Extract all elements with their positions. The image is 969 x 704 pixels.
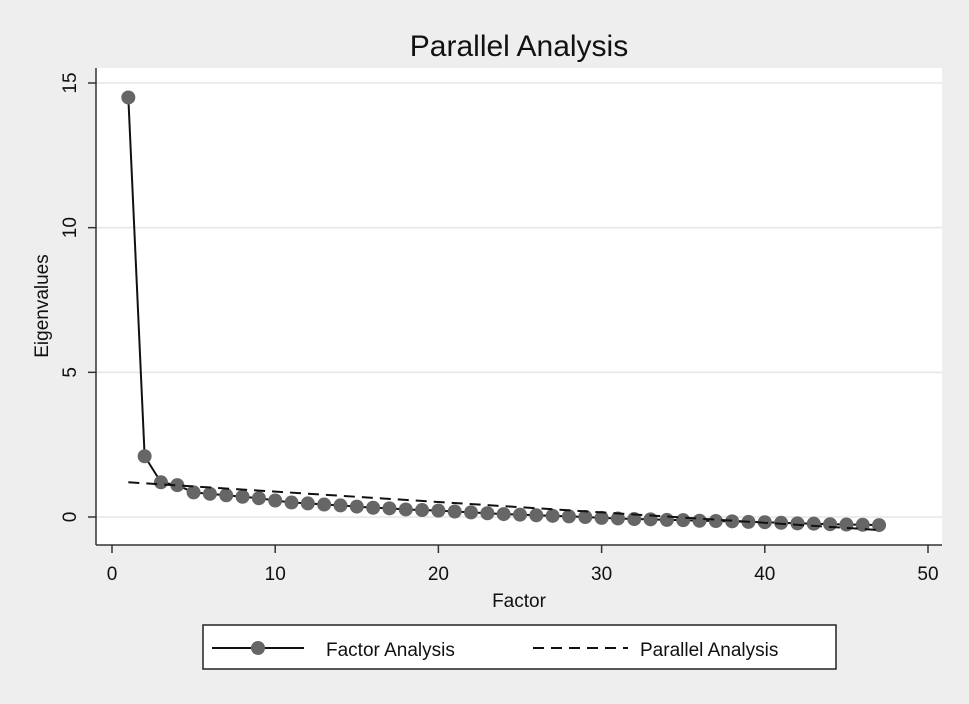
data-point-factor-analysis-10 xyxy=(268,493,283,508)
y-tick-label-15: 15 xyxy=(60,72,81,93)
y-axis-label: Eigenvalues xyxy=(32,254,53,358)
y-tick-label-5: 5 xyxy=(60,367,81,378)
data-point-factor-analysis-20 xyxy=(431,503,446,518)
data-point-factor-analysis-24 xyxy=(496,507,511,522)
data-point-factor-analysis-36 xyxy=(692,513,707,528)
legend: Factor Analysis Parallel Analysis xyxy=(202,624,837,670)
x-tick-label-20: 20 xyxy=(428,564,449,585)
data-point-factor-analysis-29 xyxy=(578,510,593,524)
data-point-factor-analysis-27 xyxy=(545,508,560,523)
data-point-factor-analysis-30 xyxy=(594,510,609,525)
data-point-factor-analysis-5 xyxy=(186,485,201,500)
data-point-factor-analysis-35 xyxy=(676,513,691,528)
data-point-factor-analysis-47 xyxy=(872,518,887,533)
data-point-factor-analysis-43 xyxy=(806,516,821,531)
data-point-factor-analysis-31 xyxy=(610,511,625,526)
data-point-factor-analysis-8 xyxy=(235,489,250,504)
y-tick-label-10: 10 xyxy=(60,217,81,238)
y-tick-label-0: 0 xyxy=(60,512,81,523)
data-point-factor-analysis-34 xyxy=(659,512,674,527)
data-point-factor-analysis-13 xyxy=(317,497,332,512)
data-point-factor-analysis-12 xyxy=(300,496,315,511)
gridlines xyxy=(96,82,942,518)
x-tick-label-0: 0 xyxy=(107,564,118,585)
data-point-factor-analysis-23 xyxy=(480,506,495,521)
data-point-factor-analysis-28 xyxy=(561,509,576,524)
plot-area xyxy=(96,68,942,545)
legend-symbol-factor-analysis-marker xyxy=(251,641,265,655)
data-point-factor-analysis-11 xyxy=(284,495,299,510)
chart-title: Parallel Analysis xyxy=(410,30,628,63)
data-point-factor-analysis-22 xyxy=(464,505,479,520)
x-tick-label-40: 40 xyxy=(754,564,775,585)
data-point-factor-analysis-4 xyxy=(170,478,185,493)
legend-label-factor-analysis: Factor Analysis xyxy=(326,640,455,661)
legend-label-parallel-analysis: Parallel Analysis xyxy=(640,640,778,661)
data-point-factor-analysis-21 xyxy=(447,504,462,519)
data-point-factor-analysis-42 xyxy=(790,516,805,531)
data-point-factor-analysis-33 xyxy=(643,512,658,527)
data-point-factor-analysis-44 xyxy=(823,517,838,532)
data-point-factor-analysis-19 xyxy=(415,503,430,518)
data-point-factor-analysis-2 xyxy=(137,449,152,464)
x-tick-label-10: 10 xyxy=(265,564,286,585)
data-point-factor-analysis-6 xyxy=(202,486,217,501)
y-axis-ticks: 0 5 10 15 xyxy=(60,72,96,522)
data-point-factor-analysis-1 xyxy=(121,90,136,105)
data-point-factor-analysis-45 xyxy=(839,517,854,532)
data-point-factor-analysis-17 xyxy=(382,501,397,516)
legend-box xyxy=(202,624,837,670)
data-point-factor-analysis-37 xyxy=(708,514,723,529)
x-axis-label: Factor xyxy=(492,591,547,612)
data-point-factor-analysis-41 xyxy=(774,515,789,530)
data-point-factor-analysis-25 xyxy=(513,507,527,522)
data-point-factor-analysis-9 xyxy=(251,491,266,506)
data-point-factor-analysis-15 xyxy=(349,499,364,514)
x-tick-label-50: 50 xyxy=(917,564,938,585)
x-axis-ticks: 0 10 20 30 40 50 xyxy=(107,545,939,585)
data-point-factor-analysis-18 xyxy=(398,502,413,517)
series-group xyxy=(121,90,887,533)
data-point-factor-analysis-38 xyxy=(725,514,740,529)
data-point-factor-analysis-3 xyxy=(153,475,168,490)
data-point-factor-analysis-7 xyxy=(219,488,234,503)
data-point-factor-analysis-16 xyxy=(366,500,381,515)
data-point-factor-analysis-14 xyxy=(333,498,348,513)
data-point-factor-analysis-26 xyxy=(529,508,544,523)
x-tick-label-30: 30 xyxy=(591,564,612,585)
